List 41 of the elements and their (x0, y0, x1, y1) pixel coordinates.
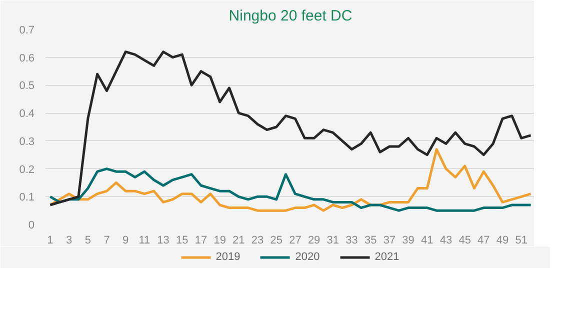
y-tick-label: 0.7 (19, 24, 35, 36)
x-tick-label: 15 (176, 234, 188, 246)
chart-title: Ningbo 20 feet DC (228, 8, 352, 24)
y-tick-label: 0.1 (19, 192, 35, 204)
x-tick-label: 51 (515, 234, 528, 246)
x-tick-label: 23 (251, 234, 264, 246)
x-tick-label: 31 (326, 234, 340, 246)
x-tick-label: 41 (421, 234, 434, 246)
y-tick-label: 0.3 (19, 136, 35, 148)
y-tick-label: 0.5 (19, 80, 35, 92)
y-tick-label: 0 (28, 220, 35, 232)
x-tick-label: 7 (104, 234, 110, 246)
legend-label: 2021 (374, 251, 400, 263)
x-tick-label: 49 (496, 234, 509, 246)
x-tick-label: 1 (47, 234, 54, 246)
line-series (48, 148, 532, 212)
x-tick-label: 17 (194, 234, 208, 246)
x-tick-label: 19 (214, 234, 226, 246)
x-tick-label: 27 (289, 234, 302, 246)
x-tick-label: 9 (122, 234, 129, 246)
x-tick-label: 25 (270, 234, 282, 246)
line-series (48, 50, 532, 206)
x-tick-label: 45 (458, 234, 471, 246)
y-tick-label: 0.4 (19, 108, 35, 120)
x-tick-label: 37 (383, 234, 396, 246)
x-tick-label: 29 (308, 234, 320, 246)
legend-label: 2020 (295, 251, 320, 263)
y-tick-label: 0.6 (19, 52, 35, 64)
line-series (48, 168, 532, 212)
x-tick-label: 11 (138, 234, 150, 246)
x-tick-label: 3 (66, 234, 72, 246)
x-tick-label: 21 (232, 234, 245, 246)
legend-label: 2019 (216, 251, 240, 263)
y-tick-label: 0.2 (19, 164, 35, 176)
x-tick-label: 47 (478, 234, 490, 246)
x-tick-label: 35 (364, 234, 377, 246)
x-tick-label: 43 (440, 234, 452, 246)
x-tick-label: 39 (402, 234, 414, 246)
x-tick-label: 5 (84, 234, 91, 246)
x-tick-label: 33 (346, 234, 358, 246)
x-tick-label: 13 (157, 234, 170, 246)
